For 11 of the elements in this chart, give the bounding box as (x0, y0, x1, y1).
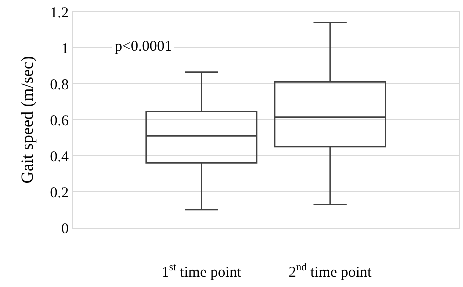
x-tick-label: 2$^{nd}$ time point (288, 262, 373, 281)
y-tick-label: 1.2 (50, 5, 69, 22)
y-tick-label: 0 (62, 221, 69, 238)
y-axis-title: Gait speed (m/sec) (18, 56, 37, 184)
y-tick-label: 0.2 (50, 185, 69, 202)
x-tick-label: 1$^{st}$ time point (162, 262, 242, 281)
y-tick-label: 1 (62, 41, 69, 58)
y-tick-label: 0.8 (50, 77, 69, 94)
annotation: p<0.0001 (115, 39, 172, 55)
y-tick-label: 0.6 (50, 113, 70, 130)
y-tick-label: 0.4 (50, 149, 70, 166)
